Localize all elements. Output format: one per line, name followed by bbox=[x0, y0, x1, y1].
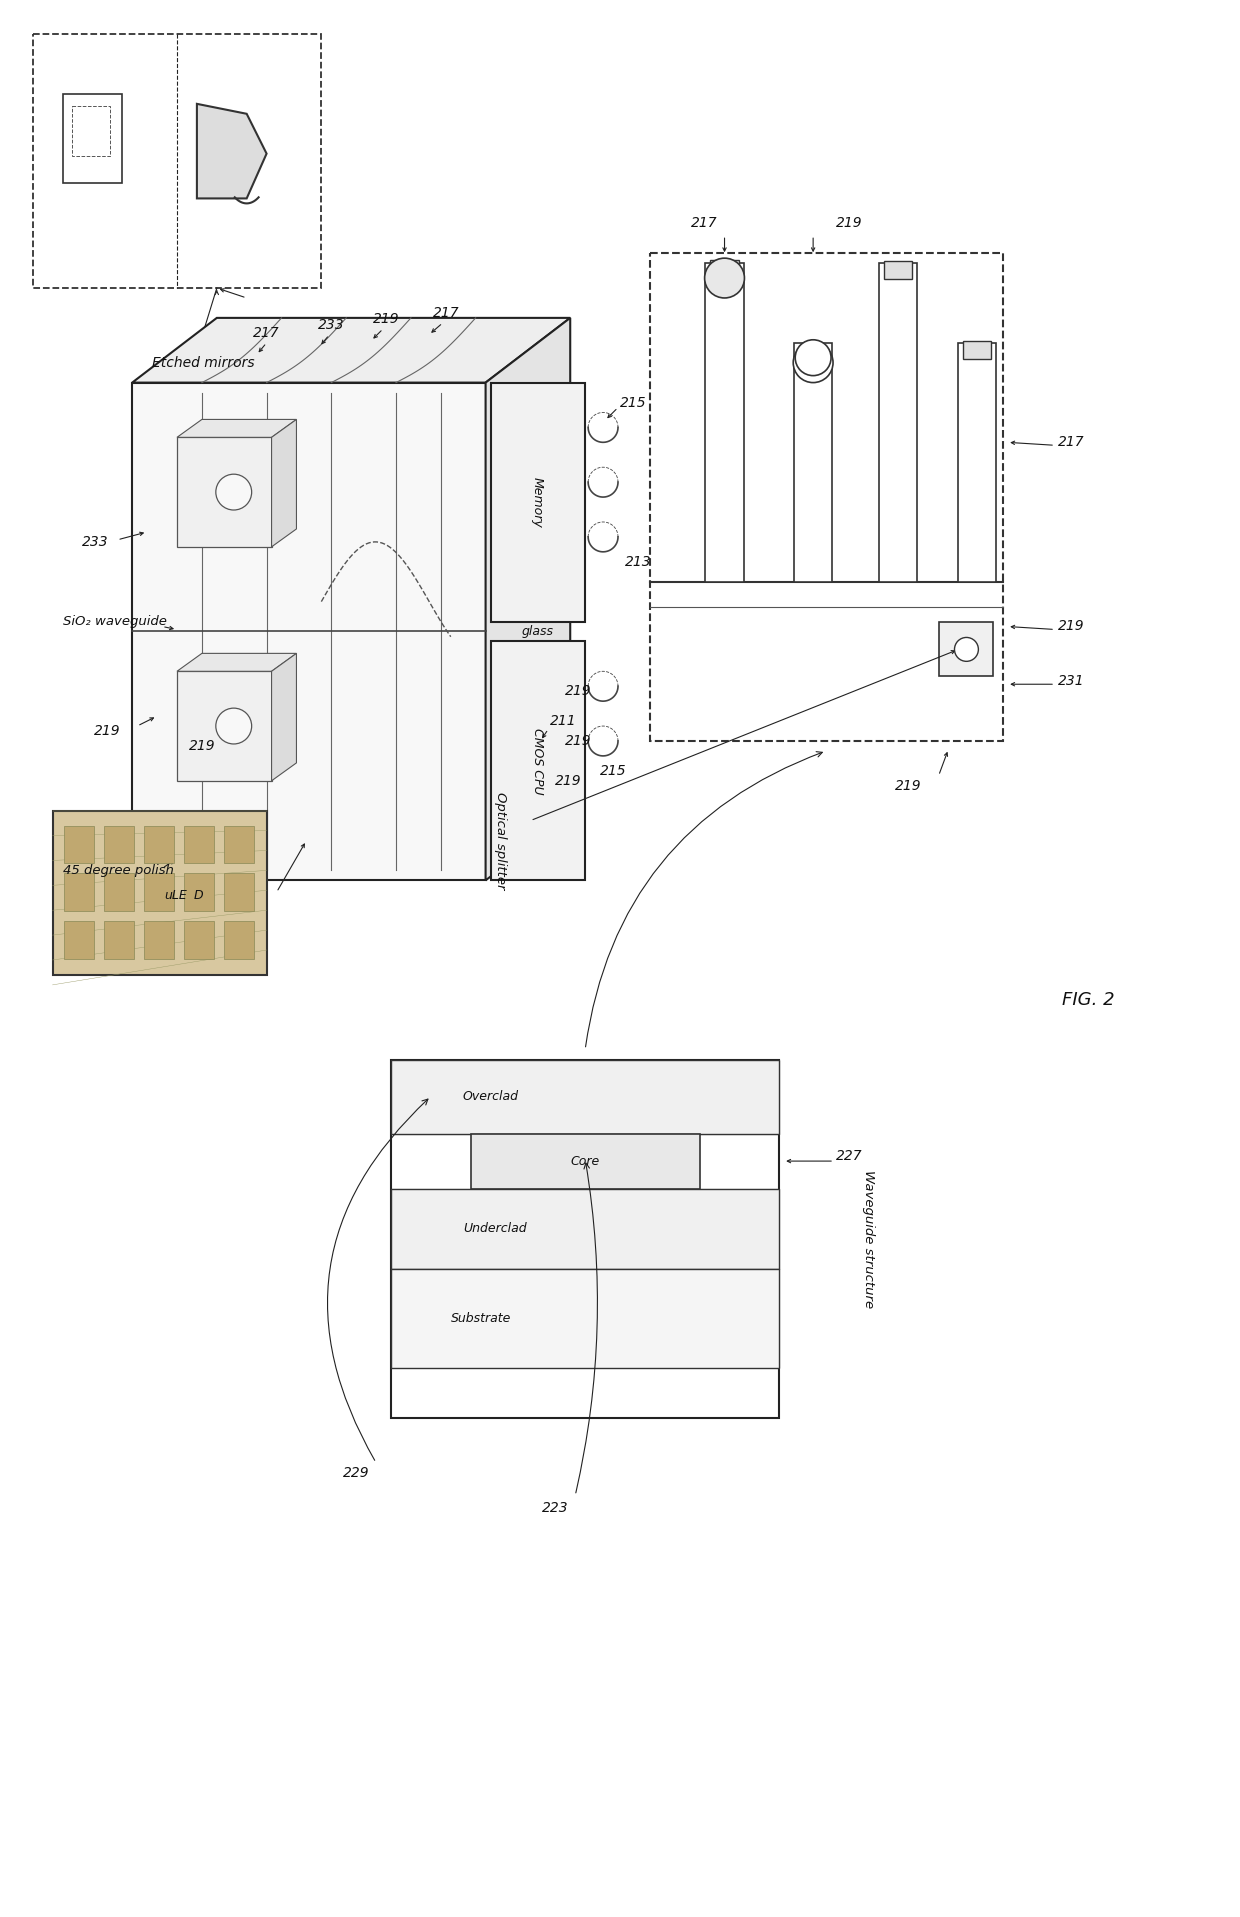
Text: 231: 231 bbox=[1058, 675, 1085, 688]
Text: Waveguide structure: Waveguide structure bbox=[862, 1169, 875, 1307]
Bar bbox=[104, 922, 134, 958]
Text: 217: 217 bbox=[433, 307, 459, 320]
Circle shape bbox=[216, 473, 252, 510]
Bar bbox=[144, 922, 174, 958]
Text: 217: 217 bbox=[253, 326, 280, 339]
Text: 219: 219 bbox=[94, 725, 120, 738]
Bar bbox=[144, 874, 174, 911]
Bar bbox=[184, 826, 213, 863]
Bar bbox=[64, 826, 94, 863]
Bar bbox=[52, 811, 267, 976]
Text: D: D bbox=[193, 889, 203, 901]
Text: 219: 219 bbox=[565, 734, 591, 748]
Bar bbox=[72, 105, 110, 155]
Circle shape bbox=[704, 259, 744, 297]
Bar bbox=[471, 1135, 699, 1189]
Bar bbox=[491, 642, 585, 880]
Text: Memory: Memory bbox=[531, 477, 544, 527]
Text: 217: 217 bbox=[1058, 435, 1085, 449]
Text: 223: 223 bbox=[542, 1501, 569, 1514]
Text: Substrate: Substrate bbox=[450, 1311, 511, 1325]
Text: 219: 219 bbox=[373, 312, 399, 326]
Text: 215: 215 bbox=[620, 395, 646, 410]
Text: CMOS CPU: CMOS CPU bbox=[531, 728, 544, 794]
Bar bbox=[959, 343, 996, 581]
Bar bbox=[177, 437, 272, 546]
Bar bbox=[709, 261, 739, 280]
Bar bbox=[794, 343, 832, 581]
Circle shape bbox=[795, 339, 831, 376]
Bar bbox=[184, 922, 213, 958]
Polygon shape bbox=[133, 318, 570, 383]
Bar bbox=[223, 826, 254, 863]
Text: 227: 227 bbox=[836, 1148, 862, 1164]
Text: FIG. 2: FIG. 2 bbox=[1061, 991, 1115, 1008]
Circle shape bbox=[955, 638, 978, 661]
Bar bbox=[64, 922, 94, 958]
Text: Etched mirrors: Etched mirrors bbox=[153, 357, 254, 370]
Bar bbox=[391, 1060, 779, 1419]
Bar bbox=[223, 874, 254, 911]
Bar bbox=[64, 874, 94, 911]
Bar bbox=[491, 383, 585, 621]
Text: 211: 211 bbox=[551, 713, 577, 728]
Text: 217: 217 bbox=[692, 217, 718, 230]
Bar bbox=[104, 826, 134, 863]
Bar bbox=[391, 1060, 779, 1135]
Text: 45 degree polish: 45 degree polish bbox=[62, 865, 174, 876]
Text: Overclad: Overclad bbox=[463, 1091, 518, 1102]
Bar bbox=[704, 263, 744, 581]
Text: 219: 219 bbox=[836, 217, 862, 230]
Bar bbox=[177, 671, 272, 780]
Text: glass: glass bbox=[521, 625, 553, 638]
Bar bbox=[963, 341, 991, 358]
Text: 219: 219 bbox=[188, 738, 216, 753]
Polygon shape bbox=[486, 318, 570, 880]
Polygon shape bbox=[177, 420, 296, 437]
Bar bbox=[32, 35, 321, 288]
Text: Optical splitter: Optical splitter bbox=[494, 792, 507, 889]
Bar bbox=[884, 261, 911, 280]
Polygon shape bbox=[272, 654, 296, 780]
Circle shape bbox=[216, 707, 252, 744]
Text: 215: 215 bbox=[600, 763, 626, 778]
Bar bbox=[939, 621, 993, 677]
Circle shape bbox=[794, 343, 833, 383]
Bar bbox=[133, 383, 486, 880]
Bar bbox=[879, 263, 916, 581]
Text: 233: 233 bbox=[317, 318, 345, 332]
Text: 219: 219 bbox=[895, 778, 923, 794]
Text: uLE: uLE bbox=[164, 889, 187, 901]
Text: 229: 229 bbox=[343, 1467, 370, 1480]
Text: 219: 219 bbox=[556, 774, 582, 788]
Bar bbox=[104, 874, 134, 911]
Polygon shape bbox=[177, 654, 296, 671]
Polygon shape bbox=[272, 420, 296, 546]
Bar bbox=[650, 253, 1003, 742]
Text: SiO₂ waveguide: SiO₂ waveguide bbox=[62, 615, 166, 629]
Text: Core: Core bbox=[570, 1154, 600, 1167]
Bar bbox=[62, 94, 123, 184]
Polygon shape bbox=[197, 104, 267, 199]
Text: Underclad: Underclad bbox=[464, 1223, 527, 1235]
Bar bbox=[144, 826, 174, 863]
Bar bbox=[391, 1269, 779, 1369]
Bar bbox=[223, 922, 254, 958]
Text: 219: 219 bbox=[565, 684, 591, 698]
Bar bbox=[184, 874, 213, 911]
Text: 213: 213 bbox=[625, 554, 651, 569]
Text: 233: 233 bbox=[82, 535, 109, 548]
Text: 219: 219 bbox=[1058, 619, 1085, 633]
Bar bbox=[391, 1189, 779, 1269]
